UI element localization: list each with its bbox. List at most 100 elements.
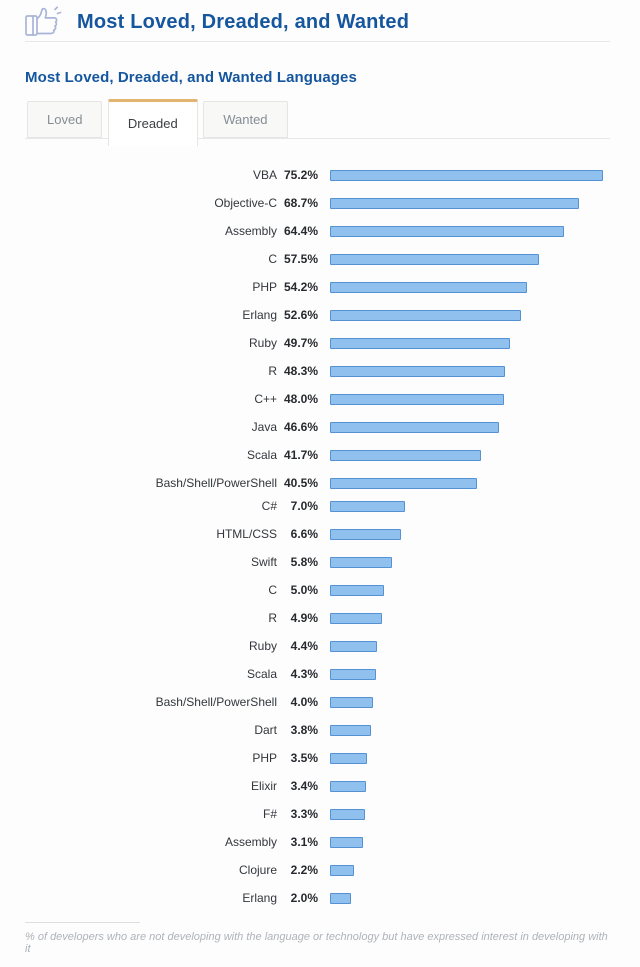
row-bar [330,864,354,876]
row-language-label: Java [251,420,277,434]
row-language-label: Ruby [248,639,277,653]
footnote-divider [25,922,140,923]
row-percentage: 4.3% [290,667,318,681]
chart-row: Ruby 49.7% [25,329,640,357]
row-bar [330,640,377,652]
row-language-label: C [268,583,277,597]
row-bar [330,752,367,764]
chart-row: Assembly 64.4% [25,217,640,245]
row-bar [330,724,371,736]
row-bar [330,421,499,433]
row-language-label: VBA [252,168,277,182]
row-percentage: 3.5% [290,751,318,765]
footnote: % of developers who are not developing w… [25,931,608,955]
bar-chart: VBA 75.2% Objective-C 68.7% Assembly 64.… [25,161,640,912]
row-bar [330,449,481,461]
row-language-label: Swift [250,555,277,569]
chart-row: R 48.3% [25,357,640,385]
chart-row: Erlang 2.0% [25,884,640,912]
row-language-label: Elixir [251,779,277,793]
row-percentage: 3.4% [290,779,318,793]
row-bar [330,696,373,708]
row-bar [330,309,521,321]
chart-row: Bash/Shell/PowerShell 40.5% [25,469,640,497]
chart-row: PHP 54.2% [25,273,640,301]
row-percentage: 2.0% [290,891,318,905]
row-bar [330,393,504,405]
row-bar [330,556,392,568]
row-language-label: C++ [254,392,277,406]
row-language-label: Erlang [242,308,277,322]
chart-row: Java 46.6% [25,413,640,441]
row-language-label: Assembly [224,835,277,849]
chart-row: Objective-C 68.7% [25,189,640,217]
row-language-label: Scala [246,448,277,462]
row-language-label: C [268,252,277,266]
tab-wanted[interactable]: Wanted [203,101,288,138]
chart-row: C 5.0% [25,576,640,604]
chart-row: Dart 3.8% [25,716,640,744]
row-percentage: 3.3% [290,807,318,821]
row-bar [330,668,376,680]
row-bar [330,169,603,181]
row-bar [330,612,382,624]
row-bar [330,477,477,489]
page-title: Most Loved, Dreaded, and Wanted [77,10,410,33]
row-percentage: 5.8% [290,555,318,569]
row-language-label: Clojure [238,863,277,877]
chart-row: F# 3.3% [25,800,640,828]
chart-row: Swift 5.8% [25,548,640,576]
row-language-label: Objective-C [214,196,277,210]
chart-row: Elixir 3.4% [25,772,640,800]
chart-row: Ruby 4.4% [25,632,640,660]
row-language-label: Ruby [248,336,277,350]
chart-row: C++ 48.0% [25,385,640,413]
row-language-label: R [268,364,277,378]
row-language-label: Bash/Shell/PowerShell [155,476,277,490]
row-language-label: Assembly [224,224,277,238]
row-percentage: 48.3% [283,364,318,378]
row-percentage: 41.7% [283,448,318,462]
row-language-label: C# [261,499,277,513]
chart-row: C# 7.0% [25,492,640,520]
row-percentage: 57.5% [283,252,318,266]
tab-bar: Loved Dreaded Wanted [0,99,640,146]
row-bar [330,836,363,848]
row-percentage: 4.0% [290,695,318,709]
tab-dreaded[interactable]: Dreaded [107,99,198,146]
row-percentage: 4.4% [290,639,318,653]
chart-row: Bash/Shell/PowerShell 4.0% [25,688,640,716]
row-bar [330,225,564,237]
row-language-label: PHP [252,280,277,294]
chart-row: HTML/CSS 6.6% [25,520,640,548]
chart-row: VBA 75.2% [25,161,640,189]
row-percentage: 5.0% [290,583,318,597]
row-bar [330,584,384,596]
chart-row: Erlang 52.6% [25,301,640,329]
row-language-label: Erlang [242,891,277,905]
chart-row: Assembly 3.1% [25,828,640,856]
row-language-label: R [268,611,277,625]
row-percentage: 2.2% [290,863,318,877]
tab-loved[interactable]: Loved [27,101,103,138]
header: Most Loved, Dreaded, and Wanted [0,0,640,38]
tab-baseline [25,138,610,139]
header-divider [25,41,610,42]
row-bar [330,365,505,377]
row-language-label: PHP [252,751,277,765]
row-percentage: 52.6% [283,308,318,322]
row-percentage: 40.5% [283,476,318,490]
row-percentage: 3.1% [290,835,318,849]
row-bar [330,337,510,349]
chart-row: R 4.9% [25,604,640,632]
row-bar [330,780,366,792]
row-percentage: 49.7% [283,336,318,350]
row-bar [330,892,351,904]
thumbs-up-icon [24,5,64,39]
row-language-label: Bash/Shell/PowerShell [155,695,277,709]
row-bar [330,500,405,512]
chart-row: PHP 3.5% [25,744,640,772]
row-language-label: HTML/CSS [216,527,277,541]
row-percentage: 75.2% [283,168,318,182]
row-bar [330,253,539,265]
